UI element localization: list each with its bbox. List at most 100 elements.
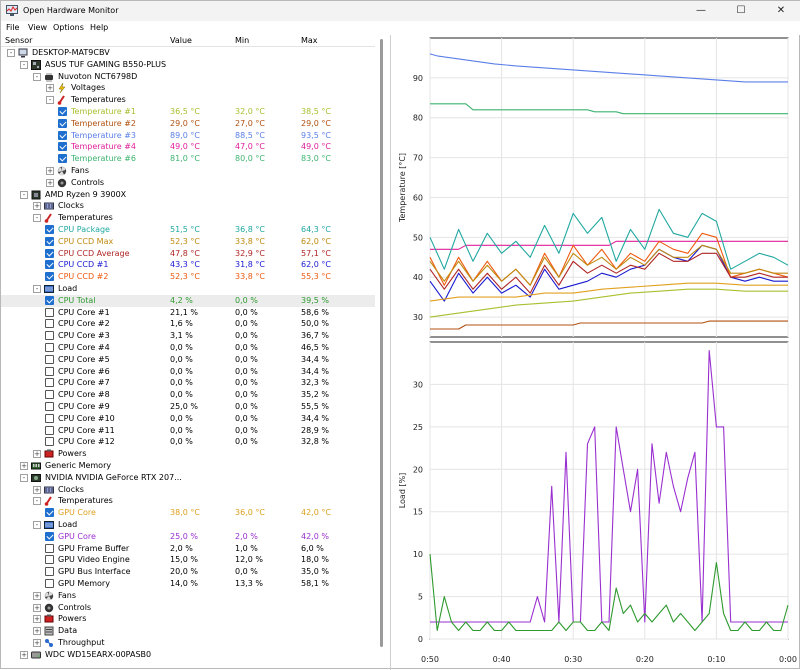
tree-row[interactable]: CPU Core #12 0,0 % 0,0 % 32,8 % [1, 436, 375, 448]
tree-row[interactable]: - Load [1, 283, 375, 295]
tree-row[interactable]: Temperature #3 89,0 °C 88,5 °C 93,5 °C [1, 130, 375, 142]
sensor-plot-checkbox[interactable] [45, 437, 54, 447]
sensor-tree[interactable]: Sensor Value Min Max - DESKTOP-MAT9CBV - AS… [1, 35, 375, 670]
title-bar[interactable]: Open Hardware Monitor — ☐ ✕ [1, 1, 800, 21]
tree-row[interactable]: + Clocks [1, 200, 375, 212]
collapse-toggle[interactable]: - [33, 72, 41, 81]
tree-row[interactable]: + Clocks [1, 484, 375, 496]
tree-row[interactable]: + Fans [1, 165, 375, 177]
tree-row[interactable]: + Throughput [1, 637, 375, 649]
tree-row[interactable]: - Temperatures [1, 212, 375, 224]
expand-toggle[interactable]: + [33, 450, 41, 459]
sensor-plot-checkbox[interactable] [58, 107, 67, 116]
sensor-plot-checkbox[interactable] [45, 543, 54, 553]
expand-toggle[interactable]: + [33, 591, 41, 600]
sensor-plot-checkbox[interactable] [58, 118, 67, 128]
tree-row[interactable]: + Powers [1, 448, 375, 460]
column-value[interactable]: Value [170, 36, 192, 45]
panel-splitter[interactable] [390, 35, 391, 670]
sensor-plot-checkbox[interactable] [45, 260, 54, 270]
expand-toggle[interactable]: + [20, 462, 28, 470]
close-button[interactable]: ✕ [776, 5, 786, 16]
tree-row[interactable]: + Controls [1, 602, 375, 614]
tree-row[interactable]: CPU Total 4,2 % 0,0 % 39,5 % [1, 294, 375, 307]
sensor-plot-checkbox[interactable] [58, 142, 67, 152]
tree-scrollbar[interactable] [378, 35, 386, 670]
tree-row[interactable]: + Generic Memory [1, 460, 375, 472]
tree-row[interactable]: CPU CCD #1 43,3 °C 31,8 °C 62,0 °C [1, 259, 375, 271]
tree-row[interactable]: - Temperatures [1, 94, 375, 106]
tree-row[interactable]: CPU Core #5 0,0 % 0,0 % 34,4 % [1, 354, 375, 366]
tree-row[interactable]: CPU Package 51,5 °C 36,8 °C 64,3 °C [1, 224, 375, 236]
tree-row[interactable]: + Controls [1, 177, 375, 189]
tree-row[interactable]: + Data [1, 625, 375, 637]
expand-toggle[interactable]: + [33, 603, 41, 612]
sensor-plot-checkbox[interactable] [58, 154, 67, 164]
tree-row[interactable]: CPU Core #2 1,6 % 0,0 % 50,0 % [1, 318, 375, 330]
sensor-plot-checkbox[interactable] [45, 413, 54, 423]
sensor-plot-checkbox[interactable] [45, 390, 54, 400]
maximize-button[interactable]: ☐ [736, 5, 746, 16]
sensor-plot-checkbox[interactable] [58, 130, 67, 140]
menu-options[interactable]: Options [53, 23, 84, 32]
sensor-plot-checkbox[interactable] [45, 567, 54, 577]
tree-row[interactable]: CPU Core #9 25,0 % 0,0 % 55,5 % [1, 401, 375, 413]
sensor-plot-checkbox[interactable] [45, 295, 54, 305]
tree-row[interactable]: + Fans [1, 590, 375, 602]
column-min[interactable]: Min [235, 36, 250, 45]
sensor-plot-checkbox[interactable] [45, 248, 54, 258]
tree-row[interactable]: - NVIDIA NVIDIA GeForce RTX 207... [1, 472, 375, 484]
tree-row[interactable]: Temperature #1 36,5 °C 32,0 °C 38,5 °C [1, 106, 375, 118]
tree-row[interactable]: Temperature #4 49,0 °C 47,0 °C 49,0 °C [1, 141, 375, 153]
tree-row[interactable]: + Powers [1, 613, 375, 625]
minimize-button[interactable]: — [696, 5, 706, 16]
tree-row[interactable]: CPU Core #3 3,1 % 0,0 % 36,7 % [1, 330, 375, 342]
column-sensor[interactable]: Sensor [5, 36, 33, 45]
tree-row[interactable]: CPU Core #10 0,0 % 0,0 % 34,4 % [1, 413, 375, 425]
tree-row[interactable]: + WDC WD15EARX-00PASB0 [1, 649, 375, 661]
sensor-plot-checkbox[interactable] [45, 331, 54, 341]
collapse-toggle[interactable]: - [7, 49, 15, 57]
tree-row[interactable]: - Load [1, 519, 375, 531]
collapse-toggle[interactable]: - [20, 60, 28, 69]
sensor-plot-checkbox[interactable] [45, 378, 54, 388]
tree-row[interactable]: CPU Core #11 0,0 % 0,0 % 28,9 % [1, 425, 375, 437]
tree-row[interactable]: CPU Core #8 0,0 % 0,0 % 35,2 % [1, 389, 375, 401]
expand-toggle[interactable]: + [33, 202, 41, 211]
scrollbar-thumb[interactable] [380, 39, 383, 647]
sensor-plot-checkbox[interactable] [45, 531, 54, 541]
menu-view[interactable]: View [28, 23, 47, 32]
tree-row[interactable]: CPU Core #6 0,0 % 0,0 % 34,4 % [1, 366, 375, 378]
collapse-toggle[interactable]: - [33, 521, 41, 529]
collapse-toggle[interactable]: - [33, 214, 41, 223]
collapse-toggle[interactable]: - [33, 497, 41, 506]
tree-row[interactable]: - AMD Ryzen 9 3900X [1, 189, 375, 201]
tree-row[interactable]: CPU CCD #2 52,3 °C 33,8 °C 55,3 °C [1, 271, 375, 283]
sensor-plot-checkbox[interactable] [45, 366, 54, 376]
sensor-plot-checkbox[interactable] [45, 236, 54, 246]
sensor-plot-checkbox[interactable] [45, 354, 54, 364]
tree-row[interactable]: - DESKTOP-MAT9CBV [1, 47, 375, 59]
sensor-plot-checkbox[interactable] [45, 425, 54, 435]
collapse-toggle[interactable]: - [20, 190, 28, 199]
tree-row[interactable]: Temperature #2 29,0 °C 27,0 °C 29,0 °C [1, 118, 375, 130]
expand-toggle[interactable]: + [33, 627, 41, 636]
tree-row[interactable]: Temperature #6 81,0 °C 80,0 °C 83,0 °C [1, 153, 375, 165]
sensor-plot-checkbox[interactable] [45, 555, 54, 565]
tree-row[interactable]: CPU Core #4 0,0 % 0,0 % 46,5 % [1, 342, 375, 354]
expand-toggle[interactable]: + [33, 639, 41, 647]
expand-toggle[interactable]: + [46, 84, 54, 93]
sensor-plot-checkbox[interactable] [45, 508, 54, 518]
tree-row[interactable]: - Nuvoton NCT6798D [1, 71, 375, 83]
sensor-plot-checkbox[interactable] [45, 225, 54, 234]
sensor-plot-checkbox[interactable] [45, 319, 54, 329]
expand-toggle[interactable]: + [20, 650, 28, 659]
tree-row[interactable]: GPU Video Engine 15,0 % 12,0 % 18,0 % [1, 554, 375, 566]
tree-row[interactable]: GPU Core 38,0 °C 36,0 °C 42,0 °C [1, 507, 375, 519]
tree-row[interactable]: GPU Frame Buffer 2,0 % 1,0 % 6,0 % [1, 543, 375, 555]
sensor-plot-checkbox[interactable] [45, 343, 54, 352]
column-max[interactable]: Max [301, 36, 318, 45]
tree-row[interactable]: CPU CCD Max 52,3 °C 33,8 °C 62,0 °C [1, 236, 375, 248]
tree-row[interactable]: + Voltages [1, 82, 375, 94]
tree-row[interactable]: GPU Core 25,0 % 2,0 % 42,0 % [1, 531, 375, 543]
